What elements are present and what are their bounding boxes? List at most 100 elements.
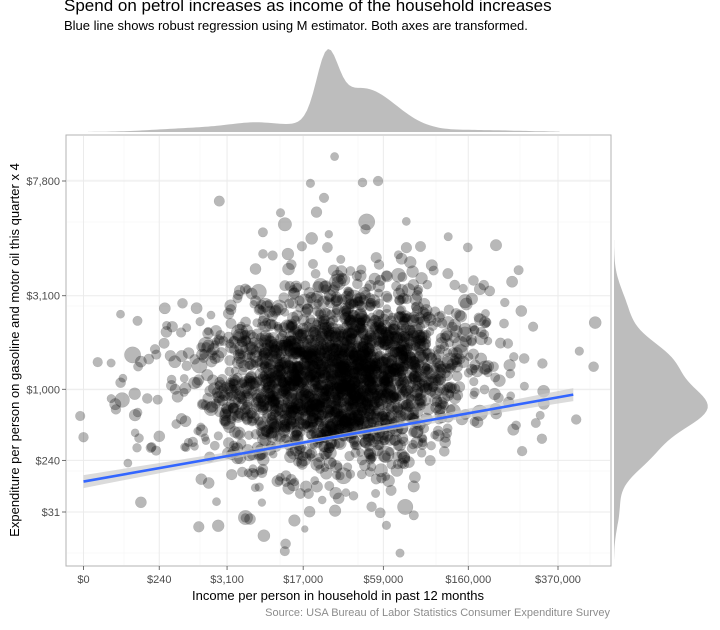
data-point [300, 446, 313, 459]
data-point [295, 329, 307, 342]
data-point [210, 398, 221, 409]
data-point [359, 349, 371, 361]
data-point [132, 407, 143, 418]
data-point [256, 432, 270, 446]
data-point [297, 413, 310, 426]
data-point [182, 347, 195, 359]
data-point [262, 346, 273, 357]
data-point [236, 336, 248, 348]
data-point [226, 469, 238, 481]
data-point [324, 338, 336, 350]
data-point [317, 295, 330, 309]
data-point [232, 426, 246, 440]
data-point [378, 371, 390, 384]
data-point [336, 332, 346, 342]
data-point [118, 373, 128, 383]
data-point [308, 258, 319, 269]
data-point [241, 329, 251, 339]
data-point [381, 452, 391, 462]
data-point [305, 345, 318, 357]
data-point [378, 411, 388, 421]
data-point [302, 420, 312, 430]
data-point [257, 315, 269, 327]
data-point [177, 297, 188, 309]
data-point [506, 275, 518, 288]
data-point [415, 387, 427, 399]
data-point [307, 293, 324, 310]
data-point [404, 351, 417, 364]
data-point [345, 289, 363, 307]
data-point [285, 322, 296, 332]
data-point [467, 348, 480, 360]
data-point [342, 355, 353, 365]
data-point [385, 404, 395, 414]
data-point [273, 383, 284, 394]
data-point [254, 482, 264, 492]
data-point [392, 458, 404, 470]
data-point [294, 387, 312, 405]
data-point [396, 320, 407, 331]
data-point [257, 498, 267, 507]
data-point [363, 346, 375, 358]
data-point [363, 411, 373, 422]
data-point [250, 346, 263, 358]
data-point [321, 397, 332, 408]
data-point [290, 371, 301, 382]
data-point [310, 206, 323, 218]
data-point [396, 339, 409, 352]
data-point [394, 295, 405, 306]
data-point [324, 446, 337, 460]
data-point [318, 280, 332, 294]
data-point [244, 371, 257, 384]
data-point [372, 376, 384, 388]
data-point [394, 358, 405, 369]
data-point [256, 467, 268, 479]
data-point [322, 370, 332, 381]
data-point [403, 369, 413, 379]
data-point [268, 319, 279, 330]
data-point [308, 327, 321, 340]
data-point [294, 412, 303, 421]
data-point [407, 427, 418, 438]
data-point [366, 318, 378, 330]
data-point [357, 317, 366, 326]
data-point [438, 392, 450, 404]
data-point [274, 406, 284, 416]
data-point [266, 417, 282, 433]
data-point [228, 378, 239, 389]
data-point [372, 309, 385, 322]
data-point [349, 390, 362, 404]
data-point [409, 359, 421, 371]
data-point [309, 375, 321, 388]
data-point [323, 349, 335, 361]
data-point [334, 462, 343, 471]
data-point [369, 314, 380, 325]
data-point [513, 265, 524, 276]
data-point [158, 302, 171, 315]
data-point [220, 416, 231, 427]
data-point [380, 413, 390, 423]
data-point [277, 330, 289, 342]
data-point [410, 435, 424, 449]
data-point [308, 398, 321, 411]
data-point [225, 399, 237, 410]
data-point [255, 393, 266, 404]
data-point [374, 357, 385, 369]
data-point [450, 347, 463, 360]
data-point [469, 390, 479, 400]
data-point [231, 410, 245, 423]
data-point [353, 385, 364, 396]
data-point [405, 401, 416, 413]
data-point [239, 283, 251, 295]
data-point [218, 389, 231, 402]
data-point [361, 383, 371, 393]
data-point [416, 378, 426, 388]
data-point [348, 299, 359, 310]
data-point [402, 391, 412, 401]
data-point [313, 278, 329, 294]
data-point [295, 346, 306, 357]
data-point [321, 242, 333, 253]
data-point [337, 349, 348, 360]
data-point [286, 338, 299, 351]
data-point [326, 373, 338, 386]
